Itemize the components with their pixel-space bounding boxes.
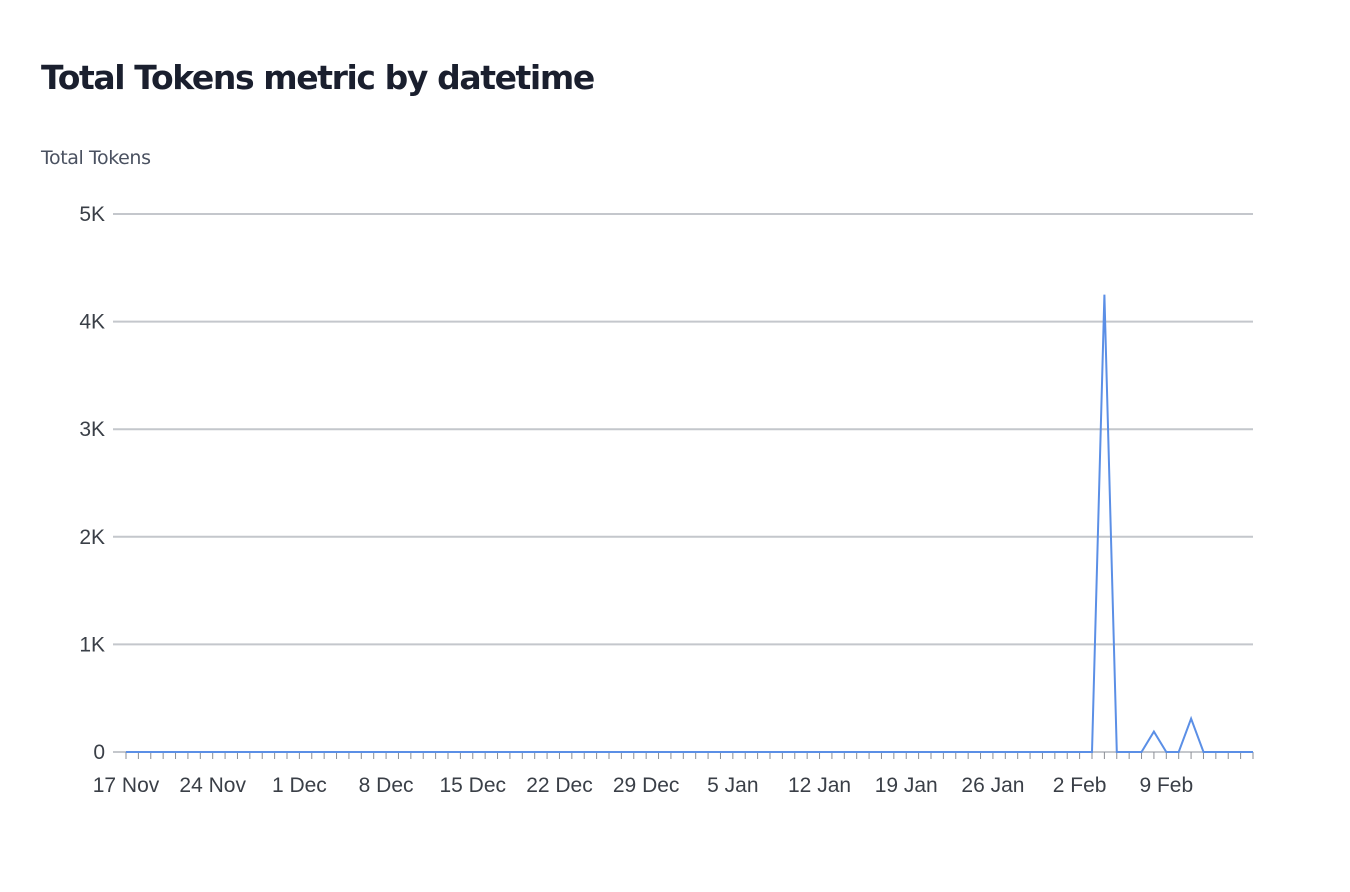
series-layer (126, 294, 1253, 753)
x-tick-label-11: 2 Feb (1053, 774, 1107, 797)
y-tick-label-0: 0 (93, 741, 105, 764)
chart-title: Total Tokens metric by datetime (41, 58, 595, 97)
x-tick-label-8: 12 Jan (788, 774, 851, 797)
y-axis-ticks: 0 1K 2K 3K 4K 5K (79, 203, 105, 764)
x-axis-ticks: 17 Nov 24 Nov 1 Dec 8 Dec 15 Dec 22 Dec 29 Dec… (93, 752, 1254, 797)
x-tick-label-10: 26 Jan (961, 774, 1024, 797)
x-tick-label-12: 9 Feb (1139, 774, 1193, 797)
x-tick-label-4: 15 Dec (439, 774, 506, 797)
y-axis-label: Total Tokens (41, 147, 151, 169)
x-tick-label-3: 8 Dec (359, 774, 414, 797)
y-tick-label-5: 5K (79, 203, 105, 226)
y-tick-label-2: 2K (79, 526, 105, 549)
x-tick-label-7: 5 Jan (707, 774, 758, 797)
gridlines (113, 213, 1253, 753)
y-tick-label-3: 3K (79, 418, 105, 441)
x-tick-label-1: 24 Nov (179, 774, 246, 797)
series-line-0 (126, 294, 1253, 753)
y-tick-label-4: 4K (79, 311, 105, 334)
x-tick-label-0: 17 Nov (93, 774, 160, 797)
x-tick-label-2: 1 Dec (272, 774, 327, 797)
x-tick-label-5: 22 Dec (526, 774, 593, 797)
x-tick-label-9: 19 Jan (875, 774, 938, 797)
y-tick-label-1: 1K (79, 633, 105, 656)
x-tick-label-6: 29 Dec (613, 774, 680, 797)
